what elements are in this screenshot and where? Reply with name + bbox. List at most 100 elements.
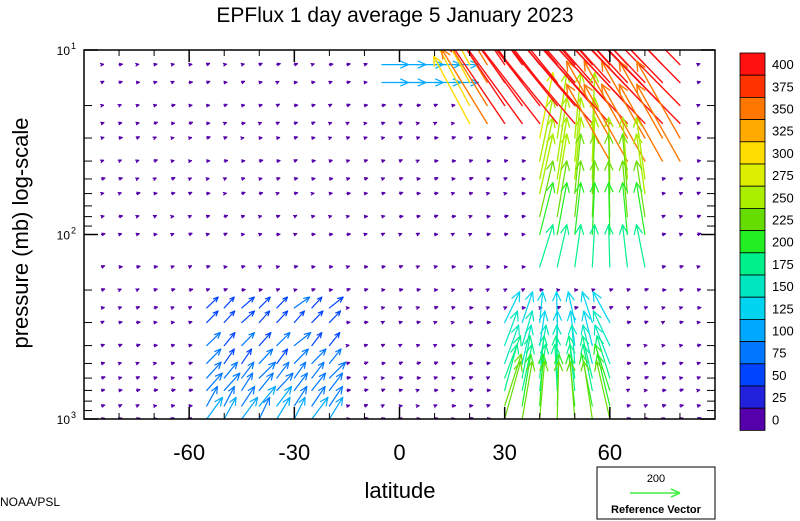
flux-vector <box>556 182 570 236</box>
flux-vector <box>170 136 175 140</box>
flux-vector <box>188 62 193 67</box>
flux-vector <box>206 385 219 407</box>
flux-vector <box>100 232 106 237</box>
reference-arrow-head <box>670 488 681 498</box>
flux-vector <box>416 103 421 108</box>
flux-vector <box>398 177 404 181</box>
flux-vector <box>293 310 306 324</box>
flux-vector <box>205 232 210 237</box>
flux-vector <box>503 191 508 196</box>
flux-vector <box>241 361 255 379</box>
flux-vector <box>293 136 298 140</box>
flux-vector <box>222 191 227 196</box>
flux-vector <box>486 159 491 163</box>
flux-vector <box>223 214 228 219</box>
flux-vector <box>696 80 701 85</box>
flux-vector <box>328 296 344 309</box>
flux-vector <box>345 159 350 163</box>
flux-vector <box>100 361 105 366</box>
flux-vector <box>206 361 222 379</box>
flux-vector <box>468 214 473 219</box>
flux-vector <box>551 335 561 379</box>
flux-vector <box>310 191 315 196</box>
colorbar-swatch <box>739 97 766 121</box>
flux-vector <box>451 136 456 140</box>
flux-vector <box>240 80 246 85</box>
flux-vector <box>328 396 344 419</box>
flux-vector <box>661 404 667 408</box>
flux-vector <box>135 343 141 348</box>
colorbar-label: 25 <box>772 390 786 405</box>
flux-vector <box>206 159 211 163</box>
colorbar-label: 300 <box>772 146 794 161</box>
flux-vector <box>135 121 140 126</box>
colorbar-label: 125 <box>772 301 794 316</box>
flux-vector <box>152 177 157 181</box>
flux-vector <box>539 288 544 292</box>
flux-vector <box>170 376 175 380</box>
flux-vector <box>469 388 474 393</box>
flux-vector <box>292 214 298 219</box>
flux-vector <box>556 305 562 310</box>
flux-vector <box>258 232 263 237</box>
flux-vector <box>398 376 404 380</box>
flux-vector <box>206 372 223 392</box>
flux-vector <box>187 177 192 181</box>
colorbar-swatch <box>739 52 766 76</box>
flux-vector <box>327 215 333 219</box>
flux-vector <box>346 191 351 196</box>
flux-vector <box>398 103 403 108</box>
colorbar-label: 225 <box>772 213 794 228</box>
flux-vector <box>644 288 649 292</box>
flux-vector <box>485 306 490 310</box>
flux-vector <box>222 121 227 126</box>
flux-vector <box>596 50 629 84</box>
flux-vector <box>539 224 555 268</box>
flux-vector <box>99 62 105 67</box>
flux-vector <box>135 288 140 292</box>
flux-vector <box>223 372 241 392</box>
flux-vector <box>433 320 438 325</box>
flux-vector <box>346 62 351 67</box>
flux-vector <box>398 288 404 292</box>
flux-vector <box>275 121 280 126</box>
flux-vector <box>466 50 506 107</box>
flux-vector <box>135 320 141 325</box>
flux-vector <box>117 232 122 237</box>
flux-vector <box>293 385 308 407</box>
flux-vector <box>100 376 106 380</box>
flux-vector <box>520 288 526 292</box>
flux-vector <box>521 310 535 347</box>
flux-vector <box>345 404 351 408</box>
flux-vector <box>521 214 526 219</box>
flux-vector <box>311 80 316 85</box>
flux-vector <box>170 62 175 67</box>
flux-vector <box>468 191 474 196</box>
flux-vector <box>205 288 210 292</box>
flux-vector <box>416 214 421 219</box>
flux-vector <box>257 215 262 219</box>
flux-vector <box>152 214 157 219</box>
flux-vector <box>433 159 439 163</box>
flux-vector <box>661 177 666 181</box>
flux-vector <box>153 376 158 380</box>
flux-vector <box>328 80 333 85</box>
flux-vector <box>363 159 368 163</box>
flux-vector <box>451 103 456 108</box>
flux-vector <box>241 310 256 324</box>
flux-vector <box>415 136 421 140</box>
flux-vector <box>439 50 471 107</box>
flux-vector <box>613 50 646 84</box>
flux-vector <box>118 404 123 408</box>
flux-vector <box>276 332 291 347</box>
flux-vector <box>451 214 457 219</box>
flux-vector <box>206 265 211 269</box>
flux-vector <box>398 159 403 163</box>
flux-vector <box>117 191 122 196</box>
flux-vector <box>223 159 229 163</box>
y-tick-exponent: 1 <box>71 41 76 51</box>
flux-vector <box>626 404 631 408</box>
colorbar-label: 400 <box>772 57 794 72</box>
colorbar-label: 0 <box>772 412 779 427</box>
flux-vector <box>539 360 549 419</box>
